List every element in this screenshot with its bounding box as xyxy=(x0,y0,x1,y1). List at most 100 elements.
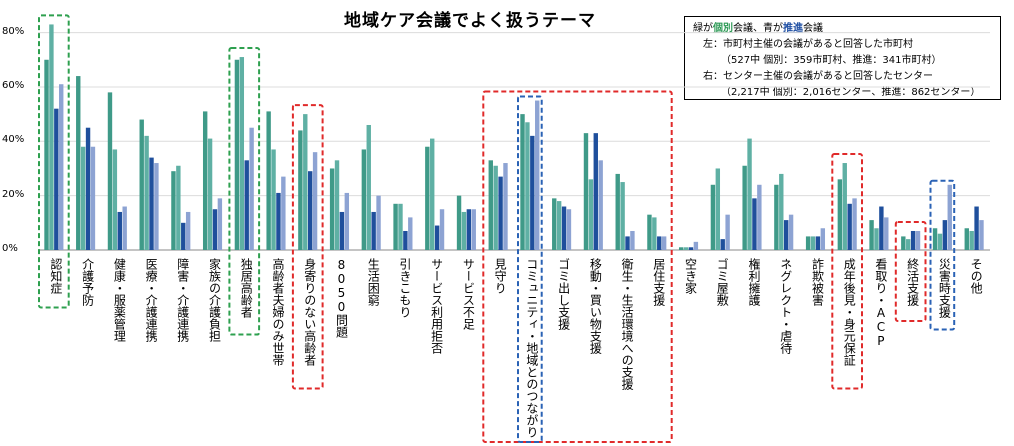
bar xyxy=(688,247,694,250)
x-tick-label: 家族の介護負担 xyxy=(207,258,222,342)
bar xyxy=(154,163,159,250)
bar xyxy=(937,233,943,250)
bar xyxy=(842,163,847,250)
bar xyxy=(434,225,440,250)
x-tick-label: コミュニティ・地域とのつながり xyxy=(524,258,539,438)
bar xyxy=(281,176,286,250)
x-tick-label: 障害・介護連携 xyxy=(175,258,190,342)
bar xyxy=(847,203,852,250)
legend-text: 緑が xyxy=(693,23,713,34)
bar xyxy=(393,203,398,250)
bar xyxy=(525,122,530,250)
y-tick-label: 20% xyxy=(2,188,25,200)
bar xyxy=(298,130,303,250)
bar xyxy=(647,214,652,250)
x-tick-label: 空き家 xyxy=(683,258,698,294)
highlight-box xyxy=(38,14,70,309)
bar xyxy=(757,184,762,250)
bar xyxy=(820,228,826,250)
x-tick-label: 8050問題 xyxy=(334,258,349,338)
bar xyxy=(805,236,811,250)
x-tick-label: サービス不足 xyxy=(461,258,476,330)
bar xyxy=(520,114,525,251)
x-tick-label: 権利擁護 xyxy=(747,258,761,306)
legend-kobetsu: 個別 xyxy=(713,23,733,34)
bar xyxy=(398,203,403,250)
bar xyxy=(715,168,721,250)
bar xyxy=(788,214,794,250)
bar xyxy=(810,236,816,250)
bar xyxy=(630,230,635,250)
bar xyxy=(852,198,857,250)
bar xyxy=(80,146,86,250)
bar xyxy=(271,149,276,250)
x-tick-label: 身寄りのない高齢者 xyxy=(302,258,317,366)
bar xyxy=(915,230,921,250)
bar xyxy=(910,230,916,250)
bar xyxy=(403,230,408,250)
bar xyxy=(552,198,557,250)
bar xyxy=(869,220,874,250)
bar xyxy=(620,182,625,250)
legend-line-1: 緑が個別会議、青が推進会議 xyxy=(693,21,992,37)
x-tick-label: 看取り・ACP xyxy=(873,258,888,348)
x-tick-label: 詐欺被害 xyxy=(810,258,825,306)
bar xyxy=(652,217,657,250)
x-tick-label: 見守り xyxy=(493,258,508,294)
legend-text: 会議 xyxy=(803,23,823,34)
bar xyxy=(361,149,367,250)
legend-line-3: （527中 個別：359市町村、推進：341市町村） xyxy=(721,55,942,66)
y-tick-label: 40% xyxy=(2,134,25,146)
bar xyxy=(425,146,430,250)
highlight-box xyxy=(929,179,956,331)
bar xyxy=(439,209,445,250)
x-tick-label: 高齢者夫婦のみ世帯 xyxy=(271,258,285,366)
bar xyxy=(181,222,186,250)
x-tick-label: 認知症 xyxy=(48,258,63,294)
bar xyxy=(312,152,318,250)
bar xyxy=(879,206,884,250)
x-tick-label: ゴミ屋敷 xyxy=(715,258,730,306)
bar xyxy=(498,176,503,250)
highlight-box xyxy=(291,104,324,390)
x-tick-label: 生活困窮 xyxy=(366,258,381,306)
bar xyxy=(76,76,81,250)
x-tick-label: 移動・買い物支援 xyxy=(588,258,603,354)
bar xyxy=(139,119,144,250)
x-tick-label: 介護予防 xyxy=(80,258,95,306)
x-tick-label: その他 xyxy=(969,258,984,294)
bar xyxy=(947,184,952,250)
bar xyxy=(408,217,413,250)
bar xyxy=(90,146,96,250)
bar xyxy=(742,165,747,250)
x-tick-label: 終活支援 xyxy=(905,258,920,306)
bar xyxy=(710,184,716,250)
highlight-box xyxy=(831,153,863,390)
bar xyxy=(176,165,181,250)
bar xyxy=(107,92,113,250)
bar xyxy=(117,211,122,250)
bar xyxy=(693,241,699,250)
bar xyxy=(874,228,879,250)
bar xyxy=(54,108,59,251)
bar xyxy=(661,236,667,250)
bar xyxy=(530,135,535,250)
bar xyxy=(234,59,240,251)
bar xyxy=(334,160,340,250)
bar xyxy=(901,236,906,250)
bar xyxy=(217,198,223,250)
bar xyxy=(371,211,376,250)
bar xyxy=(266,111,271,251)
bar xyxy=(837,179,843,250)
bar xyxy=(207,138,213,250)
bar xyxy=(932,228,938,250)
bar xyxy=(779,173,784,250)
bar xyxy=(276,192,281,250)
bar xyxy=(683,247,689,250)
bar xyxy=(747,138,752,250)
bar xyxy=(720,239,725,250)
legend-line-2: 左：市町村主催の会議があると回答した市町村 xyxy=(703,39,913,50)
bar xyxy=(488,160,493,250)
bar xyxy=(44,59,49,251)
